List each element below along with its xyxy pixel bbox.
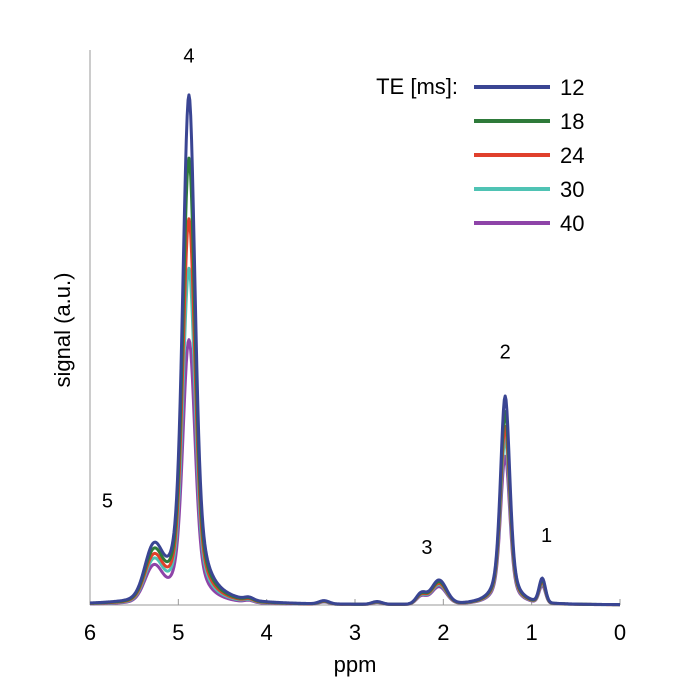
series-group [89,93,621,607]
x-tick-label: 6 [84,620,96,645]
peak-label: 3 [421,537,432,559]
x-tick-label: 5 [172,620,184,645]
legend-entry: 24 [560,143,584,168]
legend: TE [ms]: 12 18 24 30 40 [376,74,584,236]
x-tick-label: 0 [614,620,626,645]
x-tick-label: 2 [437,620,449,645]
legend-entry: 30 [560,177,584,202]
y-axis-label: signal (a.u.) [50,273,75,388]
peak-label: 5 [102,490,113,512]
peak-labels: 1 2 3 4 5 [102,45,552,559]
x-tick-label: 4 [261,620,273,645]
peak-label: 1 [541,525,552,547]
series-line-12 [89,93,621,607]
x-tick-label: 1 [526,620,538,645]
legend-entry: 12 [560,75,584,100]
legend-entry: 18 [560,109,584,134]
peak-label: 2 [500,341,511,363]
legend-entry: 40 [560,211,584,236]
peak-label: 4 [183,45,194,67]
x-tick-label: 3 [349,620,361,645]
legend-title: TE [ms]: [376,74,458,99]
x-ticks: 6 5 4 3 2 1 0 [84,599,626,645]
x-axis-label: ppm [334,652,377,677]
